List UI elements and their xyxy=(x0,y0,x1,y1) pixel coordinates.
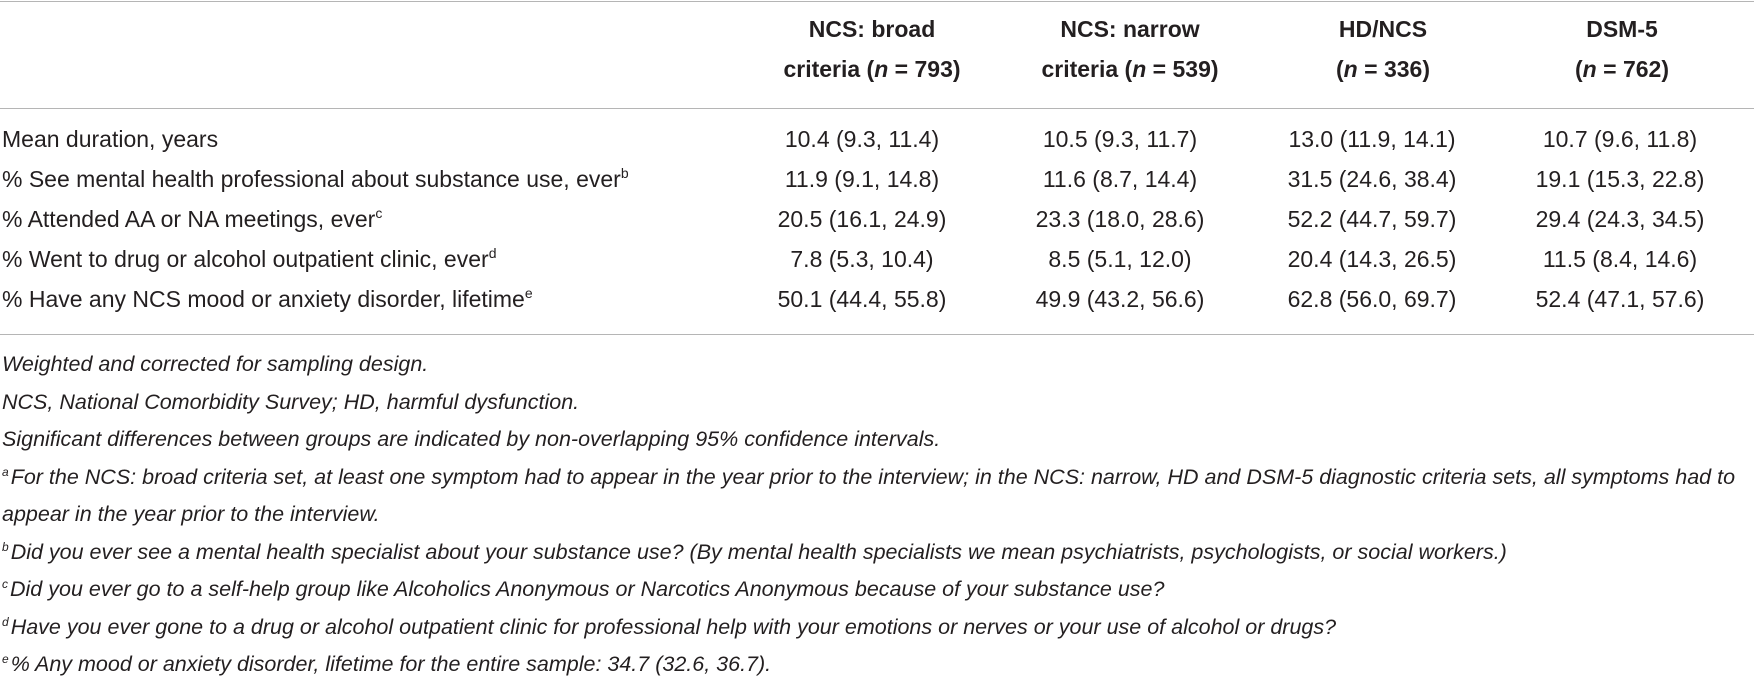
table-cell: 19.1 (15.3, 22.8) xyxy=(1535,166,1705,192)
table-row: % Attended AA or NA meetings, everc 20.5… xyxy=(0,199,1754,239)
column-header-line2: criteria (n = 793) xyxy=(783,56,961,82)
note-weighted: Weighted and corrected for sampling desi… xyxy=(2,352,429,376)
table-cell: 52.4 (47.1, 57.6) xyxy=(1535,286,1705,312)
table-notes: Weighted and corrected for sampling desi… xyxy=(2,346,1752,684)
table-cell: 11.5 (8.4, 14.6) xyxy=(1542,246,1698,272)
table-cell: 62.8 (56.0, 69.7) xyxy=(1287,286,1457,312)
column-header-line2: (n = 762) xyxy=(1575,56,1669,82)
row-label: % Have any NCS mood or anxiety disorder,… xyxy=(2,285,533,312)
column-header-line1: HD/NCS xyxy=(1338,16,1428,42)
table-cell: 20.5 (16.1, 24.9) xyxy=(777,206,947,232)
table-cell: 11.9 (9.1, 14.8) xyxy=(784,166,940,192)
table-cell: 10.4 (9.3, 11.4) xyxy=(784,126,940,152)
column-header-hd-ncs: HD/NCS (n = 336) xyxy=(1273,9,1493,89)
table-row: % Went to drug or alcohol outpatient cli… xyxy=(0,239,1754,279)
row-label: Mean duration, years xyxy=(2,126,219,152)
column-header-ncs-narrow: NCS: narrow criteria (n = 539) xyxy=(1020,9,1240,89)
table-row: Mean duration, years 10.4 (9.3, 11.4) 10… xyxy=(0,119,1754,159)
table-cell: 10.7 (9.6, 11.8) xyxy=(1542,126,1698,152)
table-cell: 31.5 (24.6, 38.4) xyxy=(1287,166,1457,192)
table-cell: 23.3 (18.0, 28.6) xyxy=(1035,206,1205,232)
table-row: % See mental health professional about s… xyxy=(0,159,1754,199)
top-rule xyxy=(0,1,1754,2)
table-cell: 7.8 (5.3, 10.4) xyxy=(790,246,934,272)
table-cell: 29.4 (24.3, 34.5) xyxy=(1535,206,1705,232)
row-label: % Went to drug or alcohol outpatient cli… xyxy=(2,245,497,272)
table-cell: 20.4 (14.3, 26.5) xyxy=(1287,246,1457,272)
footnote-b: bDid you ever see a mental health specia… xyxy=(2,539,1507,564)
footnote-e: e% Any mood or anxiety disorder, lifetim… xyxy=(2,652,772,676)
table-cell: 50.1 (44.4, 55.8) xyxy=(777,286,947,312)
column-header-ncs-broad: NCS: broad criteria (n = 793) xyxy=(762,9,982,89)
table-cell: 13.0 (11.9, 14.1) xyxy=(1288,126,1456,152)
row-label: % Attended AA or NA meetings, everc xyxy=(2,205,383,232)
table-cell: 52.2 (44.7, 59.7) xyxy=(1287,206,1457,232)
column-header-line2: criteria (n = 539) xyxy=(1041,56,1219,82)
footnote-d: dHave you ever gone to a drug or alcohol… xyxy=(2,614,1337,639)
table-row: % Have any NCS mood or anxiety disorder,… xyxy=(0,279,1754,319)
footnote-c: cDid you ever go to a self-help group li… xyxy=(2,577,1165,601)
footnote-a: aFor the NCS: broad criteria set, at lea… xyxy=(2,464,1736,527)
note-abbreviations: NCS, National Comorbidity Survey; HD, ha… xyxy=(2,389,580,414)
column-header-line1: DSM-5 xyxy=(1586,16,1658,42)
table-cell: 8.5 (5.1, 12.0) xyxy=(1048,246,1192,272)
header-rule xyxy=(0,108,1754,109)
table-cell: 10.5 (9.3, 11.7) xyxy=(1042,126,1198,152)
table-cell: 11.6 (8.7, 14.4) xyxy=(1042,166,1198,192)
column-header-line2: (n = 336) xyxy=(1336,56,1430,82)
bottom-rule xyxy=(0,334,1754,335)
column-header-line1: NCS: narrow xyxy=(1060,16,1200,42)
row-label: % See mental health professional about s… xyxy=(2,165,629,192)
column-header-line1: NCS: broad xyxy=(808,16,936,42)
table-cell: 49.9 (43.2, 56.6) xyxy=(1035,286,1205,312)
column-header-dsm5: DSM-5 (n = 762) xyxy=(1512,9,1732,89)
note-significance: Significant differences between groups a… xyxy=(2,427,941,451)
